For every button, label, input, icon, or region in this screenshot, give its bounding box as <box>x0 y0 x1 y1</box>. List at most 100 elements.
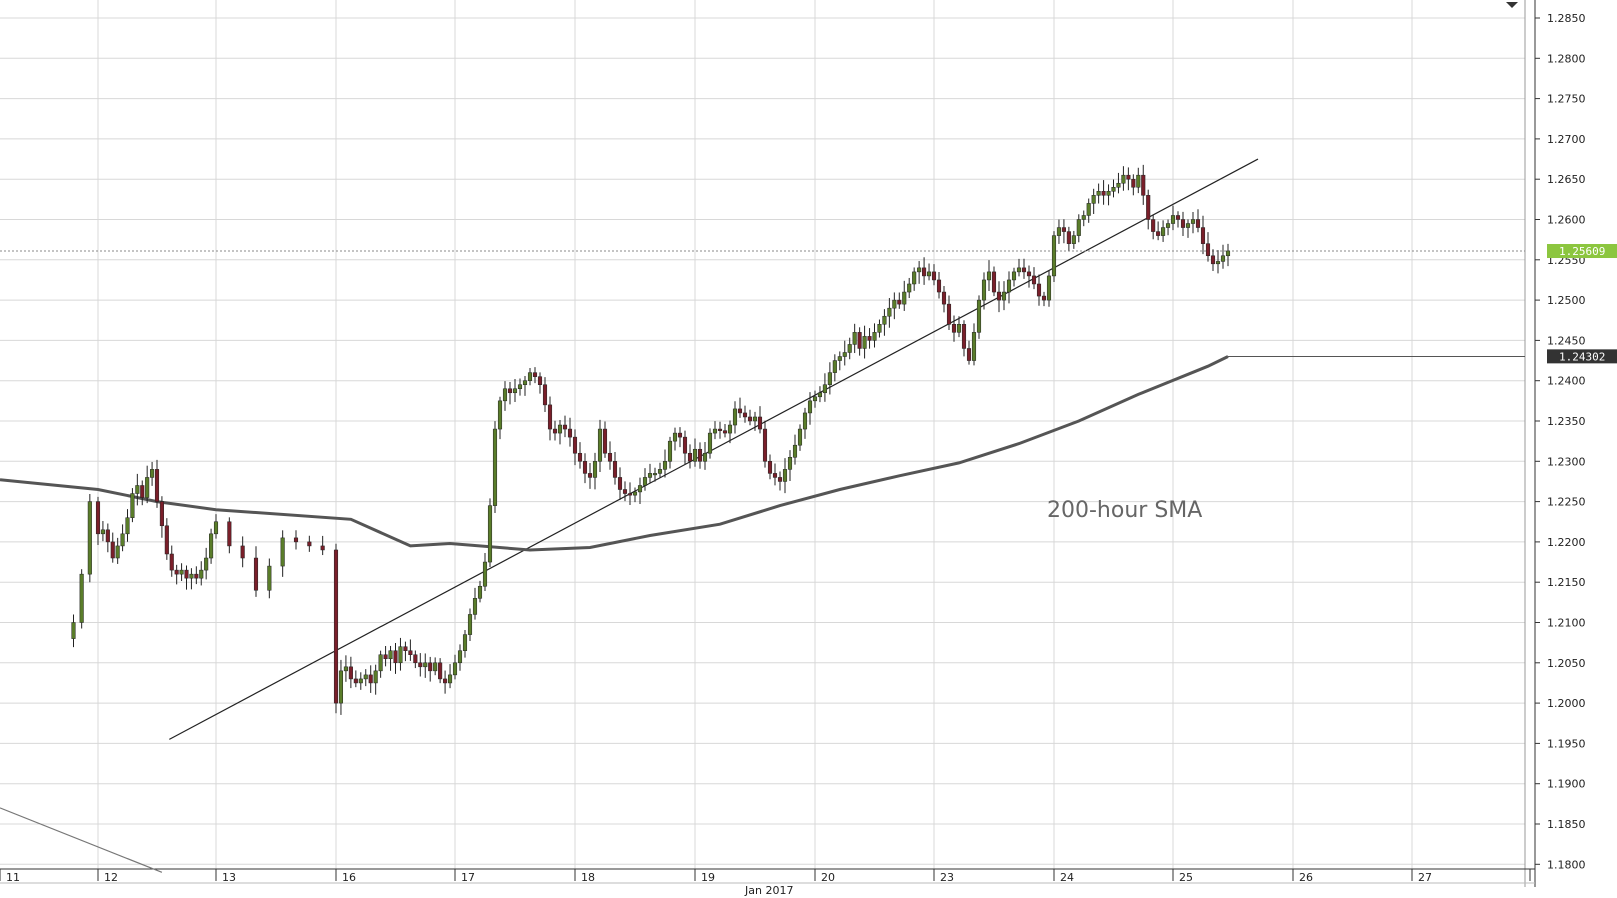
candle[interactable] <box>662 449 668 478</box>
candle[interactable] <box>477 580 483 603</box>
candle[interactable] <box>487 498 493 567</box>
candle[interactable] <box>986 260 992 292</box>
candle[interactable] <box>672 427 678 451</box>
candle[interactable] <box>199 561 204 586</box>
candle[interactable] <box>472 587 478 620</box>
candle[interactable] <box>717 421 723 439</box>
candle[interactable] <box>130 488 135 523</box>
candle[interactable] <box>707 428 713 459</box>
candle[interactable] <box>353 670 358 688</box>
candle[interactable] <box>1156 221 1161 241</box>
candle[interactable] <box>497 396 503 440</box>
candle[interactable] <box>343 655 348 682</box>
candle[interactable] <box>240 536 245 568</box>
candle[interactable] <box>1170 205 1176 231</box>
candle[interactable] <box>592 452 598 490</box>
candle[interactable] <box>363 669 368 687</box>
candle[interactable] <box>1036 274 1042 306</box>
candle[interactable] <box>169 545 174 577</box>
candle[interactable] <box>956 316 962 338</box>
candle[interactable] <box>897 292 902 309</box>
candle[interactable] <box>1200 215 1206 255</box>
candle[interactable] <box>971 323 977 366</box>
candle[interactable] <box>941 286 947 313</box>
candle[interactable] <box>732 401 738 434</box>
candle[interactable] <box>1066 226 1071 251</box>
candle[interactable] <box>253 546 259 597</box>
candle[interactable] <box>398 637 403 671</box>
candle[interactable] <box>532 367 538 384</box>
candle[interactable] <box>722 423 728 438</box>
candle[interactable] <box>105 523 110 553</box>
candle[interactable] <box>527 367 533 386</box>
candle[interactable] <box>1116 172 1121 194</box>
candle[interactable] <box>1011 267 1017 287</box>
candle[interactable] <box>817 386 823 403</box>
candle[interactable] <box>378 650 383 678</box>
candle[interactable] <box>1091 188 1096 214</box>
candle[interactable] <box>512 378 518 402</box>
candle[interactable] <box>150 461 155 486</box>
candle[interactable] <box>907 277 912 299</box>
candle[interactable] <box>307 535 312 552</box>
candle[interactable] <box>667 436 673 469</box>
candle[interactable] <box>1016 258 1022 277</box>
candle[interactable] <box>492 421 498 514</box>
candle[interactable] <box>447 664 453 689</box>
candle[interactable] <box>917 261 922 284</box>
candle[interactable] <box>135 473 140 506</box>
candle[interactable] <box>179 563 184 581</box>
candle[interactable] <box>702 442 708 470</box>
candle[interactable] <box>737 397 743 418</box>
candle[interactable] <box>115 537 120 564</box>
candle[interactable] <box>582 453 588 484</box>
candle[interactable] <box>647 463 653 483</box>
candle[interactable] <box>373 664 378 695</box>
candle[interactable] <box>1006 271 1012 304</box>
candle[interactable] <box>79 569 84 629</box>
candle[interactable] <box>922 257 927 285</box>
candle[interactable] <box>110 532 115 563</box>
candle[interactable] <box>692 438 698 467</box>
candle[interactable] <box>802 407 808 439</box>
candle[interactable] <box>383 645 388 667</box>
candle[interactable] <box>338 659 344 715</box>
candle[interactable] <box>1031 267 1037 290</box>
candle[interactable] <box>393 643 398 674</box>
candle[interactable] <box>1126 167 1131 191</box>
candle[interactable] <box>1111 179 1116 198</box>
candle[interactable] <box>1185 219 1191 238</box>
candle[interactable] <box>433 657 438 676</box>
candle[interactable] <box>293 530 299 550</box>
candle[interactable] <box>443 670 448 694</box>
chevron-down-icon[interactable] <box>1506 2 1518 8</box>
candle[interactable] <box>438 658 443 684</box>
candle[interactable] <box>547 396 553 441</box>
candle[interactable] <box>1086 198 1091 223</box>
candle[interactable] <box>1096 183 1101 204</box>
candle[interactable] <box>428 656 433 682</box>
candle[interactable] <box>120 524 125 552</box>
candle[interactable] <box>1161 220 1166 242</box>
candle[interactable] <box>567 417 573 447</box>
candle[interactable] <box>482 552 488 591</box>
candle[interactable] <box>522 376 528 396</box>
candle[interactable] <box>368 665 373 693</box>
candle[interactable] <box>1131 174 1136 196</box>
candle[interactable] <box>827 362 832 395</box>
candle[interactable] <box>1056 219 1062 244</box>
candle[interactable] <box>577 442 583 469</box>
trendline-support[interactable] <box>169 158 1259 740</box>
candle[interactable] <box>677 427 683 448</box>
candle[interactable] <box>209 528 214 564</box>
candle[interactable] <box>657 462 663 478</box>
candle[interactable] <box>1220 244 1226 269</box>
candle[interactable] <box>562 415 568 438</box>
trendline-old-resistance[interactable] <box>0 807 163 873</box>
candle[interactable] <box>757 406 763 434</box>
candle[interactable] <box>867 328 872 349</box>
candle[interactable] <box>642 468 648 491</box>
candle[interactable] <box>602 421 608 458</box>
candle[interactable] <box>857 327 862 356</box>
